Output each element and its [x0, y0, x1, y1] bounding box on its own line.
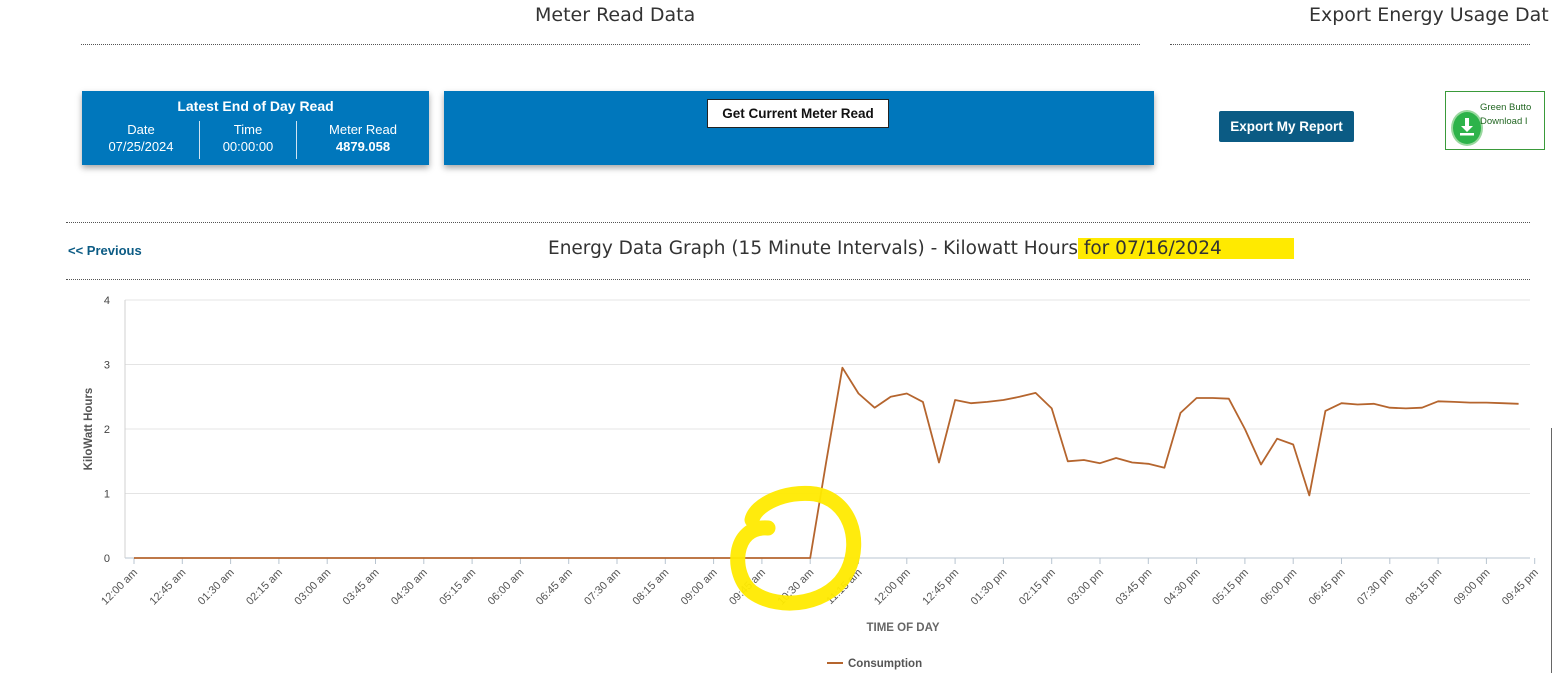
green-button-line2: Download I [1480, 116, 1528, 127]
export-heading: Export Energy Usage Dat [1309, 4, 1549, 26]
x-tick-label: 06:00 am [486, 567, 527, 608]
x-tick-label: 01:30 am [196, 567, 237, 608]
x-tick-label: 04:30 pm [1162, 567, 1203, 608]
x-tick-label: 03:45 am [341, 567, 382, 608]
x-tick-label: 07:30 pm [1355, 567, 1396, 608]
x-tick-label: 03:00 am [292, 567, 333, 608]
eod-read-label: Meter Read [329, 122, 397, 137]
x-tick-label: 03:00 pm [1065, 567, 1106, 608]
graph-title-date: for 07/16/2024 [1077, 238, 1294, 259]
divider [66, 222, 1530, 223]
green-button-line1: Green Butto [1480, 102, 1532, 113]
x-tick-label: 12:00 pm [872, 567, 913, 608]
x-tick-label: 12:45 am [147, 567, 188, 608]
divider [1170, 44, 1530, 45]
end-of-day-title: Latest End of Day Read [177, 98, 334, 114]
x-tick-label: 02:15 am [244, 567, 285, 608]
scrollbar[interactable] [1551, 428, 1552, 673]
current-meter-card: Get Current Meter Read [444, 91, 1154, 165]
x-tick-label: 09:00 pm [1452, 567, 1493, 608]
eod-time-value: 00:00:00 [222, 139, 274, 154]
y-tick-label: 0 [104, 553, 110, 565]
x-tick-label: 03:45 pm [1113, 567, 1154, 608]
meter-read-heading: Meter Read Data [535, 4, 696, 26]
x-axis-title: TIME OF DAY [866, 622, 939, 634]
y-tick-label: 2 [104, 424, 110, 436]
separator [199, 121, 200, 159]
x-tick-label: 02:15 pm [1017, 567, 1058, 608]
export-my-report-button[interactable]: Export My Report [1219, 111, 1354, 142]
x-tick-label: 07:30 am [582, 567, 623, 608]
x-tick-label: 12:45 pm [920, 567, 961, 608]
x-tick-label: 09:00 am [679, 567, 720, 608]
x-tick-label: 05:15 am [437, 567, 478, 608]
x-tick-label: 08:15 am [630, 567, 671, 608]
divider [81, 44, 1140, 45]
separator [296, 121, 297, 159]
x-tick-label: 05:15 pm [1210, 567, 1251, 608]
eod-read: Meter Read 4879.058 [297, 122, 429, 154]
x-tick-label: 08:15 pm [1403, 567, 1444, 608]
y-tick-label: 3 [104, 360, 110, 372]
x-tick-label: 09:45 pm [1500, 567, 1541, 608]
series-line-consumption [134, 366, 1519, 559]
y-tick-label: 4 [104, 295, 110, 307]
graph-title-main: Energy Data Graph (15 Minute Intervals) … [548, 238, 1078, 259]
graph-title: Energy Data Graph (15 Minute Intervals) … [548, 238, 1294, 259]
x-tick-label: 06:00 pm [1258, 567, 1299, 608]
download-icon [1451, 110, 1483, 146]
eod-time: Time 00:00:00 [200, 122, 296, 154]
end-of-day-card: Latest End of Day Read Date 07/25/2024 T… [82, 91, 429, 165]
previous-link[interactable]: << Previous [68, 243, 142, 258]
eod-time-label: Time [233, 122, 263, 137]
green-button-label: Green Butto Download I [1480, 101, 1531, 129]
y-tick-label: 1 [104, 489, 110, 501]
divider [66, 279, 1530, 280]
x-tick-label: 01:30 pm [969, 567, 1010, 608]
x-tick-label: 06:45 am [534, 567, 575, 608]
x-tick-label: 12:00 am [99, 567, 140, 608]
green-button-download[interactable]: Green Butto Download I [1445, 91, 1545, 150]
legend-label: Consumption [848, 658, 922, 670]
get-current-meter-read-button[interactable]: Get Current Meter Read [707, 99, 889, 128]
eod-date-value: 07/25/2024 [108, 139, 174, 154]
x-tick-label: 04:30 am [389, 567, 430, 608]
annotation-circle [730, 485, 862, 611]
x-tick-label: 06:45 pm [1307, 567, 1348, 608]
y-axis-title: KiloWatt Hours [83, 388, 95, 471]
eod-read-value: 4879.058 [335, 139, 391, 154]
eod-date-label: Date [127, 122, 155, 137]
eod-date: Date 07/25/2024 [82, 122, 200, 154]
